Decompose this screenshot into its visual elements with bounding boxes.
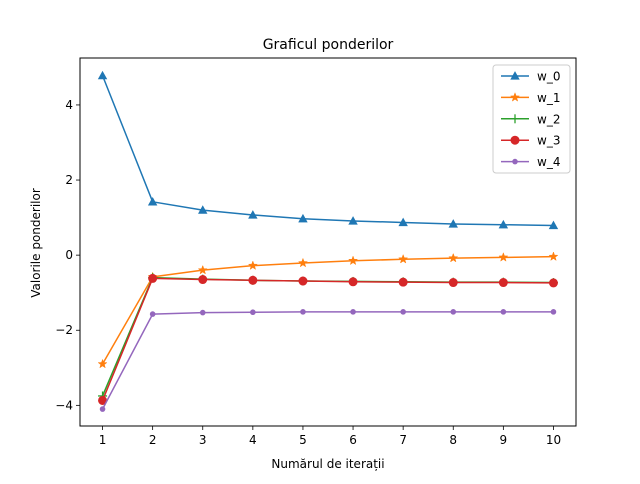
data-point — [300, 309, 306, 315]
data-point — [148, 273, 158, 283]
series-w-0 — [97, 70, 559, 230]
series-line — [101, 277, 554, 401]
data-point — [198, 205, 208, 214]
plot-area — [97, 70, 559, 412]
data-point — [347, 255, 359, 266]
x-tick-label: 6 — [349, 433, 357, 447]
data-point — [398, 277, 408, 287]
legend-entry-w-1: w_1 — [501, 91, 560, 105]
data-point — [498, 278, 508, 288]
data-point — [500, 309, 507, 315]
data-point — [548, 251, 559, 261]
data-point — [198, 275, 208, 285]
legend-entry-w-2: w_2 — [501, 112, 560, 126]
series-line — [101, 311, 554, 410]
legend-box — [492, 64, 571, 174]
x-tick-label: 5 — [299, 433, 307, 447]
axes-frame — [79, 57, 577, 427]
chart-title: Graficul ponderilor — [263, 37, 394, 53]
data-point — [147, 197, 158, 206]
series-w-3 — [98, 273, 558, 405]
series-line — [101, 255, 554, 365]
data-point — [149, 311, 156, 317]
data-point — [550, 309, 557, 315]
data-point — [298, 213, 308, 223]
data-point — [199, 309, 206, 316]
legend-label: w_4 — [537, 155, 560, 169]
x-tick-label: 7 — [399, 433, 407, 447]
legend-label: w_1 — [537, 91, 560, 105]
data-point — [498, 252, 509, 262]
series-w-4 — [99, 309, 557, 412]
x-tick-label: 2 — [149, 433, 157, 447]
data-point — [398, 217, 408, 227]
data-point — [548, 220, 559, 230]
data-point — [448, 219, 458, 228]
x-tick-label: 10 — [546, 433, 561, 447]
data-point — [448, 278, 458, 288]
legend-entry-w-0: w_0 — [501, 70, 560, 84]
data-point — [248, 210, 258, 219]
y-tick-label: 2 — [65, 173, 73, 187]
y-tick-label: 4 — [65, 98, 73, 112]
data-point — [97, 70, 108, 80]
x-tick-label: 3 — [199, 433, 207, 447]
axis-ticks: 1 2 3 4 5 6 7 8 9 10 −4 −2 0 2 4 — [55, 98, 561, 447]
legend-label: w_3 — [537, 134, 560, 148]
data-point — [400, 309, 406, 315]
legend-marker — [510, 114, 520, 124]
y-axis-label: Valorile ponderilor — [29, 188, 43, 298]
x-tick-label: 8 — [449, 433, 457, 447]
data-point — [498, 219, 509, 229]
x-tick-label: 4 — [249, 433, 257, 447]
data-point — [548, 278, 558, 288]
x-tick-label: 1 — [99, 433, 107, 447]
legend-marker — [509, 92, 521, 102]
data-point — [248, 275, 258, 285]
legend: w_0 w_1 w_2 w_3 w_4 — [492, 64, 571, 174]
y-tick-label: 0 — [65, 248, 73, 262]
data-point — [97, 358, 108, 369]
data-point — [350, 309, 356, 315]
data-point — [448, 252, 459, 263]
data-point — [450, 309, 457, 315]
legend-marker — [512, 158, 518, 165]
legend-entry-w-4: w_4 — [501, 155, 560, 169]
series-line — [101, 75, 554, 227]
data-point — [398, 253, 409, 264]
y-tick-label: −4 — [55, 398, 73, 412]
legend-label: w_0 — [537, 70, 560, 84]
data-point — [99, 406, 106, 412]
data-point — [197, 264, 208, 275]
legend-marker — [510, 135, 520, 145]
data-point — [250, 309, 256, 316]
y-tick-label: −2 — [55, 323, 73, 337]
data-point — [297, 257, 309, 268]
legend-marker — [510, 71, 520, 80]
data-point — [348, 277, 358, 287]
legend-label: w_2 — [537, 112, 560, 126]
x-tick-label: 9 — [500, 433, 508, 447]
x-axis-label: Numărul de iterații — [271, 457, 384, 471]
data-point — [298, 276, 308, 286]
data-point — [247, 260, 258, 270]
data-point — [348, 216, 358, 225]
legend-entry-w-3: w_3 — [501, 134, 560, 148]
